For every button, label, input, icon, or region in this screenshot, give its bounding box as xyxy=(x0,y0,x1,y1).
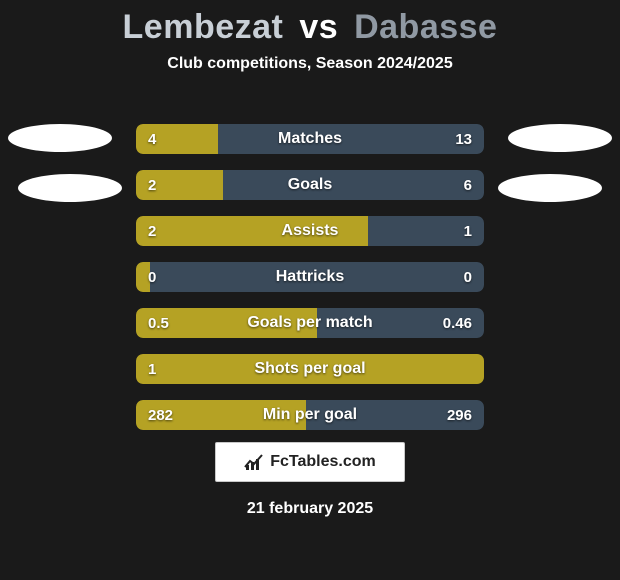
bar-left-fill xyxy=(136,354,484,384)
subtitle: Club competitions, Season 2024/2025 xyxy=(0,55,620,73)
decorative-ellipse xyxy=(18,174,122,202)
bar-left-fill xyxy=(136,308,317,338)
bar-track xyxy=(136,216,484,246)
stat-row: 0.50.46Goals per match xyxy=(136,308,484,338)
bar-track xyxy=(136,124,484,154)
decorative-ellipse xyxy=(508,124,612,152)
stat-row: 26Goals xyxy=(136,170,484,200)
bar-left-fill xyxy=(136,262,150,292)
stat-row: 282296Min per goal xyxy=(136,400,484,430)
footer-date: 21 february 2025 xyxy=(0,500,620,518)
bar-track xyxy=(136,308,484,338)
player2-name: Dabasse xyxy=(354,8,497,46)
bar-right-fill xyxy=(150,262,484,292)
bar-right-fill xyxy=(306,400,484,430)
bar-left-fill xyxy=(136,400,306,430)
bar-right-fill xyxy=(218,124,484,154)
bar-track xyxy=(136,400,484,430)
logo-box: FcTables.com xyxy=(215,442,405,482)
bar-left-fill xyxy=(136,124,218,154)
decorative-ellipse xyxy=(8,124,112,152)
bar-right-fill xyxy=(223,170,484,200)
bar-right-fill xyxy=(368,216,484,246)
player1-name: Lembezat xyxy=(123,8,284,46)
bar-track xyxy=(136,170,484,200)
bar-left-fill xyxy=(136,170,223,200)
stat-row: 413Matches xyxy=(136,124,484,154)
logo-text: FcTables.com xyxy=(270,453,376,471)
stat-row: 1Shots per goal xyxy=(136,354,484,384)
stat-row: 21Assists xyxy=(136,216,484,246)
bar-right-fill xyxy=(317,308,484,338)
page-title: Lembezat vs Dabasse xyxy=(0,0,620,47)
bar-track xyxy=(136,354,484,384)
comparison-bars: 413Matches 26Goals 21Assists 00Hattricks 0.5… xyxy=(136,124,484,446)
bar-left-fill xyxy=(136,216,368,246)
bar-chart-icon xyxy=(244,453,264,471)
decorative-ellipse xyxy=(498,174,602,202)
bar-track xyxy=(136,262,484,292)
vs-separator: vs xyxy=(293,8,344,46)
stat-row: 00Hattricks xyxy=(136,262,484,292)
